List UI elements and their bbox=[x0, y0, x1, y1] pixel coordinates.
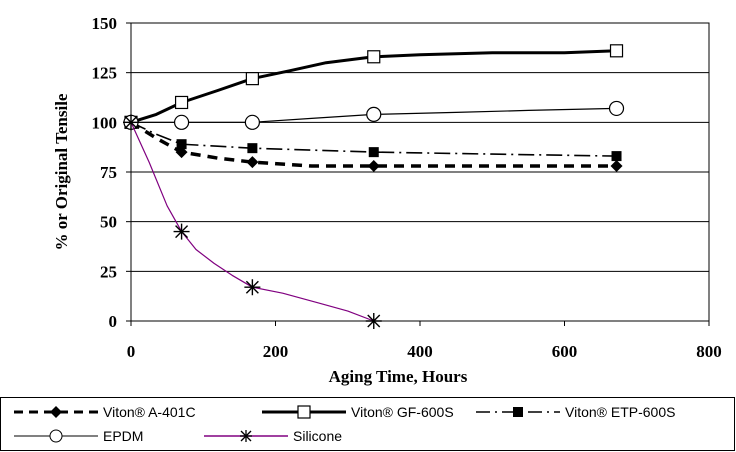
legend: Viton® A-401C Viton® GF-600S Viton® ETP-… bbox=[0, 397, 735, 451]
data-point bbox=[367, 160, 380, 173]
legend-label-viton-gf600s: Viton® GF-600S bbox=[351, 404, 454, 420]
series-line bbox=[130, 120, 617, 168]
tick-labels: 0 25 50 75 100 125 150 0 200 400 600 800 bbox=[92, 14, 722, 361]
legend-swatch-viton-gf600s bbox=[262, 405, 346, 419]
data-point bbox=[247, 143, 258, 154]
data-point bbox=[610, 160, 623, 173]
y-axis-label: % or Original Tensile bbox=[52, 93, 71, 250]
series-silicone bbox=[123, 114, 382, 329]
legend-item-viton-gf600s: Viton® GF-600S bbox=[259, 401, 454, 423]
series-layer bbox=[123, 44, 625, 329]
x-tick-label: 400 bbox=[407, 342, 433, 361]
x-tick-label: 200 bbox=[263, 342, 289, 361]
y-tick-label: 50 bbox=[100, 213, 117, 232]
legend-label-viton-etp600s: Viton® ETP-600S bbox=[565, 404, 676, 420]
data-point bbox=[246, 156, 259, 169]
y-tick-label: 150 bbox=[92, 14, 118, 33]
series-line bbox=[131, 107, 617, 123]
data-point bbox=[245, 72, 259, 86]
legend-label-viton-a401c: Viton® A-401C bbox=[103, 404, 196, 420]
data-point bbox=[608, 100, 625, 117]
data-point bbox=[366, 106, 382, 122]
legend-swatch-silicone bbox=[204, 430, 288, 442]
legend-item-viton-a401c: Viton® A-401C bbox=[11, 401, 196, 423]
x-tick-label: 800 bbox=[696, 342, 722, 361]
data-point bbox=[368, 147, 379, 158]
series-line bbox=[130, 122, 375, 322]
y-tick-label: 25 bbox=[100, 262, 117, 281]
data-point bbox=[174, 95, 189, 110]
data-point bbox=[173, 114, 190, 130]
data-point bbox=[365, 313, 382, 329]
legend-label-epdm: EPDM bbox=[103, 428, 144, 444]
data-point bbox=[244, 114, 260, 130]
legend-swatch-viton-etp600s bbox=[476, 407, 560, 417]
y-tick-label: 100 bbox=[92, 113, 118, 132]
gridlines bbox=[131, 72, 709, 272]
legend-swatch-viton-a401c bbox=[14, 406, 98, 418]
legend-item-epdm: EPDM bbox=[11, 425, 143, 447]
data-point bbox=[173, 223, 190, 240]
data-point bbox=[244, 279, 261, 296]
legend-item-silicone: Silicone bbox=[201, 425, 342, 447]
x-axis-label: Aging Time, Hours bbox=[329, 367, 468, 386]
legend-swatch-epdm bbox=[14, 429, 98, 443]
data-point bbox=[367, 50, 381, 64]
x-tick-label: 600 bbox=[552, 342, 578, 361]
y-tick-label: 125 bbox=[92, 64, 118, 83]
legend-item-viton-etp600s: Viton® ETP-600S bbox=[473, 401, 675, 423]
data-point bbox=[123, 114, 139, 131]
data-point bbox=[176, 139, 187, 150]
data-point bbox=[611, 151, 622, 162]
y-tick-label: 75 bbox=[100, 163, 117, 182]
legend-label-silicone: Silicone bbox=[293, 428, 343, 444]
x-tick-label: 0 bbox=[127, 342, 136, 361]
y-tick-label: 0 bbox=[109, 312, 118, 331]
data-point bbox=[609, 44, 624, 58]
